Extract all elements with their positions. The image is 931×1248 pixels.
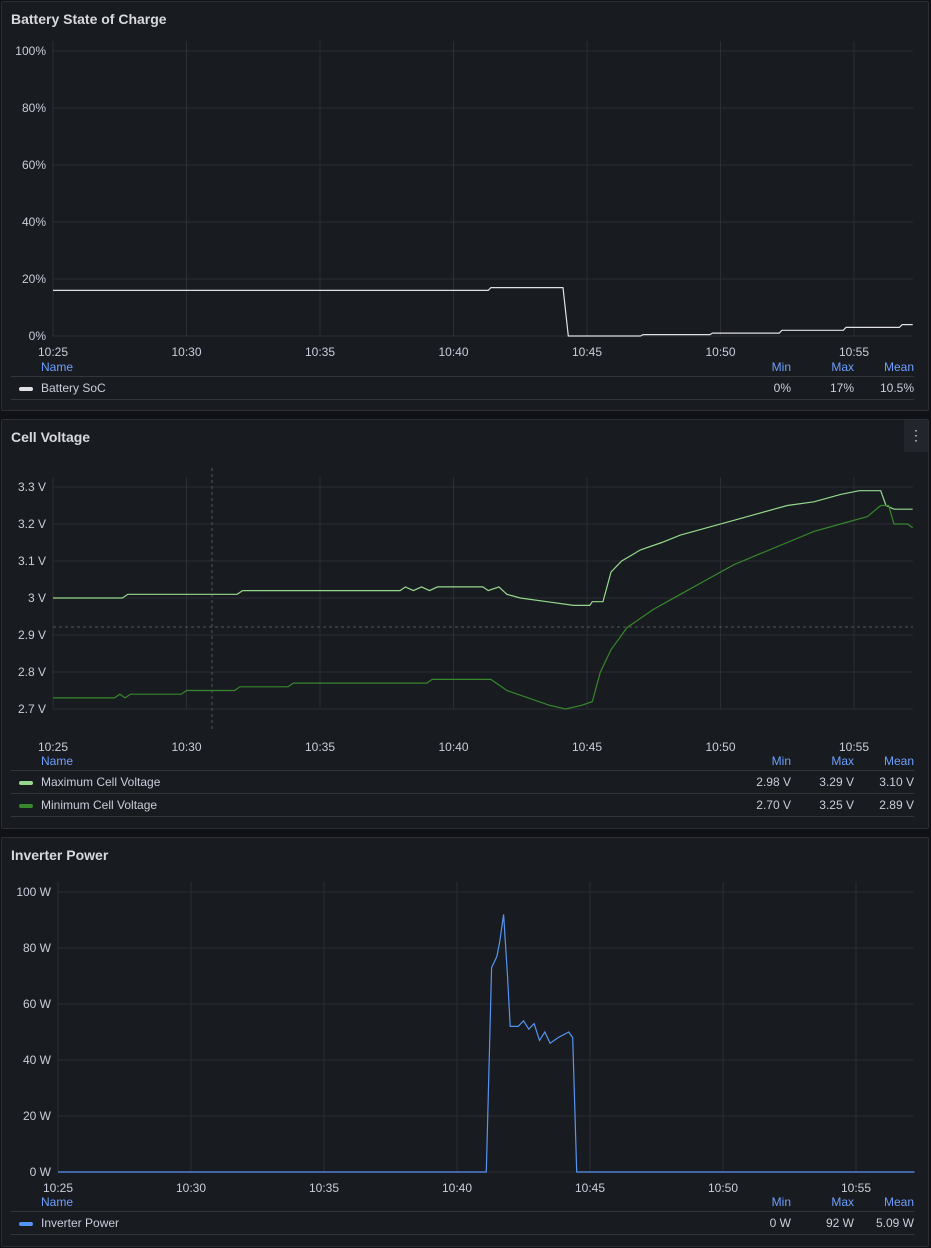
y-tick-label: 3.3 V xyxy=(18,480,46,494)
x-tick-label: 10:30 xyxy=(176,1181,206,1195)
panel-menu-button[interactable]: ⋮ xyxy=(904,420,928,452)
panel-cell-voltage: Cell Voltage 2.7 V 2.8 V 2.9 V 3 V 3.1 V 3.2 … xyxy=(1,419,929,829)
legend-header-mean[interactable]: Mean xyxy=(883,754,914,768)
legend: Name Min Max Mean Maximum Cell Voltage 2.98 V… xyxy=(11,754,914,817)
legend-min-value: 2.98 V xyxy=(756,775,791,789)
y-tick-label: 2.9 V xyxy=(18,628,46,642)
legend-max-value: 92 W xyxy=(825,1216,854,1230)
x-tick-label: 10:30 xyxy=(171,345,201,359)
legend-header-name[interactable]: Name xyxy=(41,754,74,768)
x-tick-label: 10:25 xyxy=(43,1181,73,1195)
panel-title: Cell Voltage xyxy=(11,429,91,445)
y-tick-label: 3 V xyxy=(28,591,46,605)
x-tick-label: 10:40 xyxy=(442,1181,472,1195)
soc-chart[interactable]: 0% 20% 40% 60% 80% 100% 10:25 10:30 10:35 10:40 10… xyxy=(2,2,930,412)
legend-row[interactable]: Inverter Power 0 W 92 W 5.09 W xyxy=(11,1211,914,1235)
y-tick-label: 2.8 V xyxy=(18,665,46,679)
legend-min-value: 0 W xyxy=(769,1216,791,1230)
x-tick-label: 10:45 xyxy=(572,740,602,754)
y-tick-label: 3.1 V xyxy=(18,554,46,568)
y-tick-label: 60% xyxy=(22,158,46,172)
y-tick-label: 80% xyxy=(22,101,46,115)
legend-header-mean[interactable]: Mean xyxy=(883,360,914,374)
legend-header-min[interactable]: Min xyxy=(771,1195,791,1209)
series-color-swatch xyxy=(19,1222,33,1226)
legend-max-value: 17% xyxy=(829,381,854,395)
panel-battery-soc: Battery State of Charge 0% 20% 40% 60% 80% 10… xyxy=(1,1,929,411)
legend-header-max[interactable]: Max xyxy=(831,754,854,768)
y-tick-label: 2.7 V xyxy=(18,702,46,716)
x-tick-label: 10:35 xyxy=(305,345,335,359)
x-tick-label: 10:50 xyxy=(705,740,735,754)
legend-mean-value: 10.5% xyxy=(879,381,914,395)
legend-series-name[interactable]: Minimum Cell Voltage xyxy=(41,798,158,812)
legend-header-name[interactable]: Name xyxy=(41,1195,74,1209)
legend-series-name[interactable]: Maximum Cell Voltage xyxy=(41,775,161,789)
x-tick-label: 10:50 xyxy=(708,1181,738,1195)
legend-header: Name Min Max Mean xyxy=(11,754,914,770)
series-color-swatch xyxy=(19,804,33,808)
x-tick-label: 10:55 xyxy=(841,1181,871,1195)
series-line-maximum-cell-voltage xyxy=(53,490,913,606)
panel-title: Battery State of Charge xyxy=(11,11,167,27)
x-tick-label: 10:50 xyxy=(705,345,735,359)
legend-min-value: 0% xyxy=(773,381,791,395)
y-tick-label: 100 W xyxy=(16,885,51,899)
legend: Name Min Max Mean Battery SoC 0% 17% 10.5% xyxy=(11,360,914,400)
y-tick-label: 20 W xyxy=(23,1109,52,1123)
legend-row[interactable]: Minimum Cell Voltage 2.70 V 3.25 V 2.89 V xyxy=(11,793,914,817)
legend-mean-value: 3.10 V xyxy=(879,775,914,789)
y-tick-label: 40 W xyxy=(23,1053,52,1067)
legend-min-value: 2.70 V xyxy=(756,798,791,812)
legend-row[interactable]: Maximum Cell Voltage 2.98 V 3.29 V 3.10 V xyxy=(11,770,914,793)
x-tick-label: 10:45 xyxy=(572,345,602,359)
x-tick-label: 10:45 xyxy=(575,1181,605,1195)
legend-series-name[interactable]: Inverter Power xyxy=(41,1216,120,1230)
x-tick-label: 10:55 xyxy=(839,345,869,359)
x-tick-label: 10:40 xyxy=(438,740,468,754)
legend-mean-value: 5.09 W xyxy=(875,1216,914,1230)
series-line-battery-soc xyxy=(53,287,913,337)
y-tick-label: 80 W xyxy=(23,941,52,955)
legend-header-mean[interactable]: Mean xyxy=(883,1195,914,1209)
legend-header-min[interactable]: Min xyxy=(771,754,791,768)
legend-max-value: 3.29 V xyxy=(819,775,854,789)
x-tick-label: 10:25 xyxy=(38,345,68,359)
legend-header: Name Min Max Mean xyxy=(11,1195,914,1211)
y-tick-label: 0 W xyxy=(30,1165,52,1179)
y-tick-label: 60 W xyxy=(23,997,52,1011)
legend-series-name[interactable]: Battery SoC xyxy=(41,381,106,395)
voltage-chart[interactable]: 2.7 V 2.8 V 2.9 V 3 V 3.1 V 3.2 V 3.3 V 10:25 10… xyxy=(2,420,930,830)
legend-header-max[interactable]: Max xyxy=(831,360,854,374)
legend: Name Min Max Mean Inverter Power 0 W 92 W 5.09 … xyxy=(11,1195,914,1235)
x-tick-label: 10:40 xyxy=(438,345,468,359)
y-tick-label: 100% xyxy=(15,44,46,58)
series-color-swatch xyxy=(19,781,33,785)
series-line-inverter-power xyxy=(58,914,915,1173)
legend-header-min[interactable]: Min xyxy=(771,360,791,374)
legend-header-max[interactable]: Max xyxy=(831,1195,854,1209)
legend-header: Name Min Max Mean xyxy=(11,360,914,376)
legend-row[interactable]: Battery SoC 0% 17% 10.5% xyxy=(11,376,914,400)
y-tick-label: 3.2 V xyxy=(18,517,46,531)
legend-header-name[interactable]: Name xyxy=(41,360,74,374)
legend-max-value: 3.25 V xyxy=(819,798,854,812)
power-chart[interactable]: 0 W 20 W 40 W 60 W 80 W 100 W 10:25 10:30 10:35 1… xyxy=(2,838,930,1248)
series-line-minimum-cell-voltage xyxy=(53,504,914,710)
series-color-swatch xyxy=(19,387,33,391)
legend-mean-value: 2.89 V xyxy=(879,798,914,812)
y-tick-label: 0% xyxy=(29,329,47,343)
x-tick-label: 10:35 xyxy=(309,1181,339,1195)
x-tick-label: 10:55 xyxy=(839,740,869,754)
x-tick-label: 10:35 xyxy=(305,740,335,754)
y-tick-label: 20% xyxy=(22,272,46,286)
x-tick-label: 10:30 xyxy=(171,740,201,754)
y-tick-label: 40% xyxy=(22,215,46,229)
x-tick-label: 10:25 xyxy=(38,740,68,754)
panel-title: Inverter Power xyxy=(11,847,109,863)
panel-inverter-power: Inverter Power 0 W 20 W 40 W 60 W 80 W 100 W 1… xyxy=(1,837,929,1247)
